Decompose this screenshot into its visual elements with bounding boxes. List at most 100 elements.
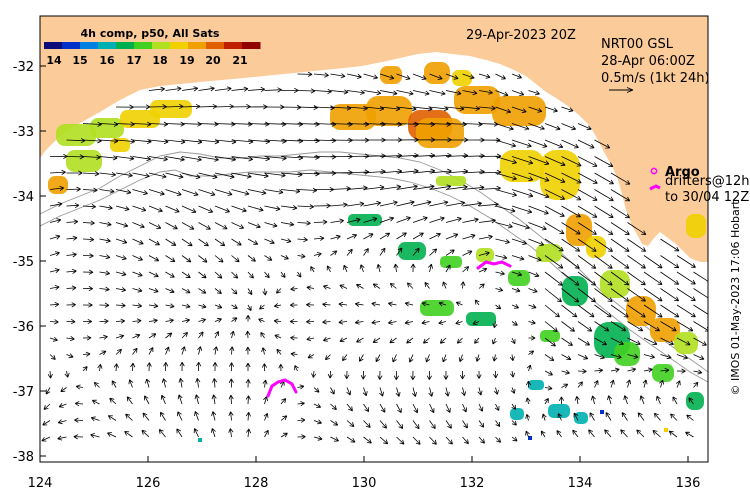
current-arrow [247, 288, 253, 295]
current-arrow [688, 397, 694, 405]
current-arrow [510, 337, 516, 345]
current-arrow [406, 282, 414, 289]
current-arrow [676, 321, 694, 332]
current-arrow [577, 337, 590, 346]
current-arrow [623, 395, 629, 405]
current-arrow [556, 430, 562, 438]
current-arrow [404, 301, 414, 307]
current-arrow [42, 420, 51, 426]
current-arrow [693, 304, 708, 317]
current-arrow [198, 172, 218, 180]
current-arrow [297, 253, 306, 259]
current-arrow [231, 255, 240, 263]
current-arrow [445, 403, 451, 413]
current-arrow [126, 396, 133, 405]
current-arrow [379, 90, 398, 96]
current-arrow [141, 429, 150, 438]
current-arrow [660, 271, 680, 285]
current-arrow [492, 337, 497, 345]
current-arrow [544, 304, 560, 318]
current-arrow [148, 189, 165, 196]
current-arrow [528, 172, 550, 182]
current-arrow [660, 238, 680, 252]
colorbar-title: 4h comp, p50, All Sats [81, 27, 220, 40]
current-arrow [478, 73, 491, 79]
current-arrow [229, 346, 235, 355]
current-arrow [148, 139, 169, 145]
current-arrow [264, 222, 278, 228]
current-arrow [393, 370, 399, 380]
current-arrow [396, 200, 415, 207]
current-arrow [307, 353, 315, 359]
current-arrow [511, 156, 534, 165]
current-arrow [472, 320, 480, 325]
current-arrow [621, 412, 628, 421]
current-arrow [132, 222, 145, 229]
sst-patch [686, 214, 706, 238]
argo-marker [650, 167, 658, 175]
current-arrow [495, 304, 502, 310]
land-mass [40, 16, 708, 262]
current-arrow [132, 138, 152, 144]
colorbar-swatch [242, 42, 261, 49]
current-arrow [74, 401, 84, 407]
current-arrow [280, 238, 292, 244]
current-arrow [198, 288, 207, 294]
current-arrow [158, 429, 166, 438]
current-arrow [176, 428, 183, 438]
current-arrow [247, 255, 256, 262]
current-arrow [212, 362, 218, 372]
current-arrow [290, 286, 298, 292]
current-arrow [577, 172, 598, 184]
current-arrow [325, 354, 331, 361]
sst-patch [586, 236, 606, 258]
current-arrow [610, 367, 620, 373]
y-tick-label: -32 [13, 60, 34, 75]
current-arrow [627, 353, 639, 359]
current-arrow [412, 436, 421, 445]
current-arrow [610, 255, 630, 269]
x-tick-label: 132 [460, 476, 485, 491]
current-arrow [577, 381, 583, 388]
current-arrow [495, 254, 508, 260]
current-arrow [396, 420, 404, 429]
current-arrow [495, 222, 513, 229]
current-arrow [339, 337, 348, 343]
current-arrow [389, 283, 397, 289]
drifters-label: drifters@12h [665, 174, 750, 189]
current-arrow [115, 222, 129, 228]
current-arrow [660, 288, 680, 302]
current-arrow [115, 172, 133, 178]
current-arrow [177, 394, 183, 405]
current-arrow [462, 105, 481, 111]
current-arrow [313, 88, 332, 94]
current-arrow [460, 281, 466, 289]
current-arrow [610, 354, 622, 359]
current-arrow [330, 403, 337, 410]
current-arrow [214, 189, 233, 196]
current-arrow [577, 288, 596, 303]
current-arrow [177, 411, 183, 421]
colorbar-tick-label: 16 [99, 54, 115, 67]
current-arrow [211, 394, 217, 405]
current-arrow [478, 169, 502, 175]
current-arrow [528, 304, 537, 309]
current-arrow [528, 271, 540, 278]
current-arrow [462, 420, 468, 429]
x-axis: 124 126 128 130 132 134 136 [28, 456, 700, 491]
current-arrow [132, 205, 147, 212]
current-arrow [493, 370, 499, 379]
current-arrow [408, 354, 414, 363]
current-arrow [594, 205, 614, 218]
current-arrow [82, 171, 100, 177]
current-arrow [264, 238, 275, 244]
current-arrow [426, 370, 432, 380]
current-arrow [676, 354, 688, 360]
current-arrow [610, 222, 630, 235]
current-arrow [443, 370, 449, 380]
current-arrow [245, 411, 251, 421]
current-arrow [346, 403, 353, 412]
current-arrow [412, 184, 435, 190]
current-arrow [181, 238, 193, 247]
current-arrow [557, 413, 563, 421]
